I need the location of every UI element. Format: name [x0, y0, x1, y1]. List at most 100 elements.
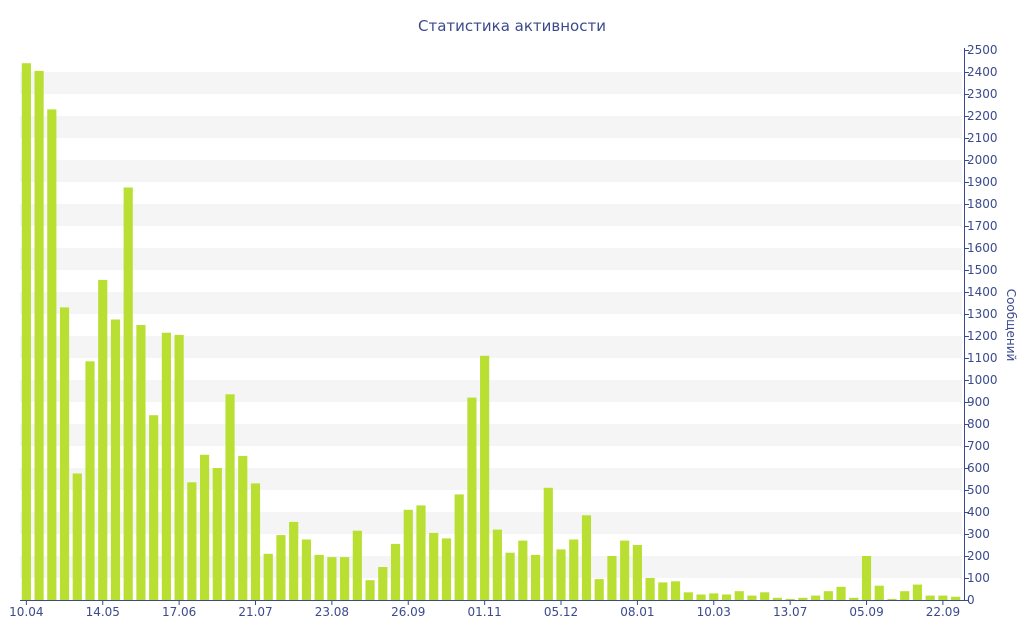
bar — [823, 591, 833, 600]
bar — [416, 505, 426, 600]
bar — [836, 586, 846, 600]
grid-band — [20, 512, 962, 534]
bar — [505, 552, 515, 600]
bar — [301, 539, 312, 600]
chart-title: Статистика активности — [418, 17, 606, 35]
y-tick-label: 100 — [967, 571, 990, 585]
bar — [250, 483, 261, 600]
y-tick-label: 300 — [967, 527, 990, 541]
grid-band — [20, 380, 962, 402]
bar — [212, 468, 222, 600]
y-tick-label: 2200 — [967, 109, 998, 123]
bar — [670, 581, 681, 600]
y-tick-label: 1800 — [967, 197, 998, 211]
bar — [900, 591, 910, 600]
bar — [925, 595, 935, 600]
bar — [149, 415, 159, 600]
bar — [289, 521, 299, 600]
bar — [72, 473, 82, 600]
x-axis-ticks: 10.04 14.05 17.06 21.07 23.08 26.09 01.11 05.12… — [9, 600, 960, 619]
x-tick-label: 26.09 — [391, 605, 425, 619]
grid-bands — [20, 72, 962, 578]
bar — [390, 543, 401, 600]
bar — [912, 584, 923, 600]
bar — [683, 592, 693, 600]
bar — [951, 596, 961, 600]
x-tick-label: 05.12 — [544, 605, 578, 619]
bar-series — [21, 63, 961, 601]
y-tick-label: 2000 — [967, 153, 998, 167]
y-tick-label: 1000 — [967, 373, 998, 387]
y-tick-label: 1500 — [967, 263, 998, 277]
y-tick-label: 2100 — [967, 131, 998, 145]
bar — [569, 539, 579, 600]
x-tick-label: 13.07 — [773, 605, 807, 619]
bar — [658, 582, 668, 600]
y-tick-label: 700 — [967, 439, 990, 453]
bar — [34, 70, 44, 600]
y-tick-label: 2300 — [967, 87, 998, 101]
bar — [632, 545, 642, 600]
y-tick-label: 1400 — [967, 285, 998, 299]
grid-band — [20, 468, 962, 490]
grid-band — [20, 204, 962, 226]
bar — [811, 595, 821, 600]
bar — [861, 556, 872, 600]
x-tick-label: 14.05 — [86, 605, 120, 619]
bar — [314, 554, 324, 600]
bar — [327, 557, 337, 600]
bar — [645, 578, 655, 600]
bar — [441, 538, 452, 600]
x-tick-label: 10.04 — [9, 605, 43, 619]
bar — [199, 454, 210, 600]
y-tick-label: 1900 — [967, 175, 998, 189]
bar — [352, 530, 362, 600]
bar — [276, 535, 286, 600]
bar — [772, 597, 783, 600]
y-tick-label: 2400 — [967, 65, 998, 79]
y-tick-label: 1200 — [967, 329, 998, 343]
x-tick-label: 17.06 — [162, 605, 196, 619]
bar — [454, 494, 464, 600]
bar — [480, 355, 490, 600]
y-tick-label: 900 — [967, 395, 990, 409]
y-tick-label: 600 — [967, 461, 990, 475]
y-tick-label: 0 — [967, 593, 975, 607]
grid-band — [20, 292, 962, 314]
x-tick-label: 10.03 — [697, 605, 731, 619]
bar — [530, 554, 541, 600]
bar — [709, 593, 719, 600]
grid-band — [20, 248, 962, 270]
grid-band — [20, 556, 962, 578]
bar — [59, 307, 70, 600]
y-axis-ticks: 0 100 200 300 400 500 600 700 800 900 1000 1100 1200… — [964, 43, 998, 607]
bar — [21, 63, 31, 600]
bar — [760, 592, 770, 600]
bar — [721, 594, 732, 600]
x-tick-label: 23.08 — [315, 605, 349, 619]
y-tick-label: 200 — [967, 549, 990, 563]
y-tick-label: 2500 — [967, 43, 998, 57]
bar — [161, 332, 171, 600]
y-tick-label: 400 — [967, 505, 990, 519]
bar — [874, 585, 884, 600]
bar — [696, 594, 706, 600]
x-tick-label: 22.09 — [926, 605, 960, 619]
bar — [174, 334, 184, 600]
bar — [492, 529, 502, 600]
grid-band — [20, 116, 962, 138]
x-tick-label: 08.01 — [620, 605, 654, 619]
bar — [581, 515, 592, 600]
y-tick-label: 1700 — [967, 219, 998, 233]
bar — [467, 397, 477, 600]
bar — [136, 325, 146, 600]
grid-band — [20, 160, 962, 182]
bar — [543, 487, 553, 600]
bar — [365, 580, 375, 600]
axes — [20, 48, 965, 601]
y-tick-label: 500 — [967, 483, 990, 497]
bar — [607, 556, 617, 600]
bar — [47, 109, 57, 601]
bar — [187, 482, 197, 600]
